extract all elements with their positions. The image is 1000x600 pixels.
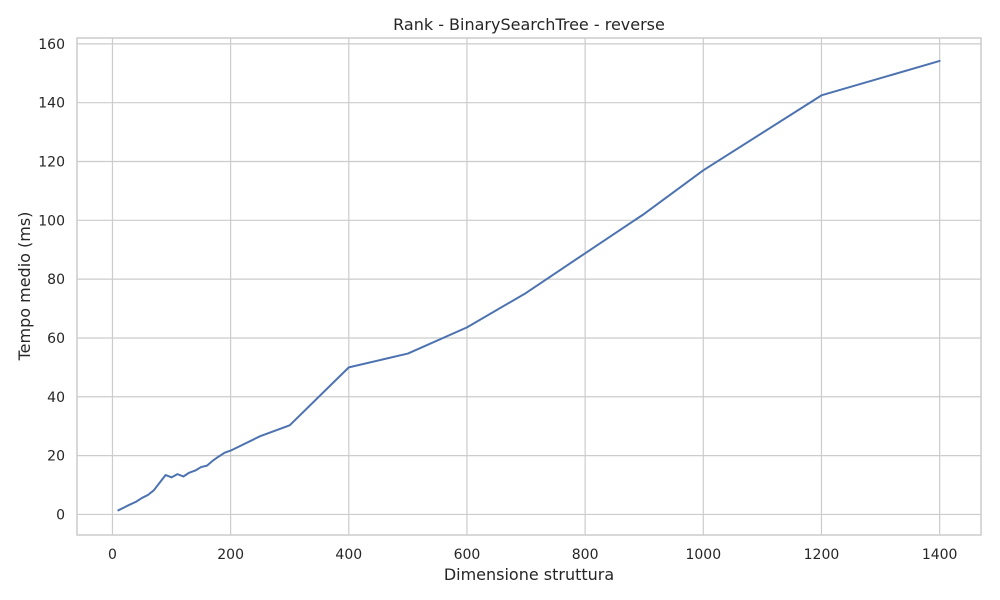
- y-tick-label: 120: [38, 155, 65, 171]
- y-tick-label: 20: [47, 449, 65, 465]
- series-layer: [117, 59, 941, 512]
- x-tick-label: 1400: [922, 547, 958, 563]
- x-axis-label: Dimensione struttura: [444, 565, 614, 584]
- x-tick-label: 1000: [685, 547, 721, 563]
- x-tick-label: 1200: [804, 547, 840, 563]
- chart-title: Rank - BinarySearchTree - reverse: [393, 15, 665, 34]
- x-tick-label: 200: [217, 547, 244, 563]
- y-tick-labels: 0 20 40 60 80 100 120 140 160: [38, 37, 65, 524]
- y-tick-label: 100: [38, 213, 65, 229]
- plot-frame: [76, 37, 982, 536]
- x-tick-label: 0: [108, 547, 117, 563]
- y-tick-label: 0: [56, 507, 65, 523]
- x-tick-label: 800: [572, 547, 599, 563]
- x-tick-labels: 0 200 400 600 800 1000 1200 1400: [108, 547, 957, 563]
- y-tick-label: 60: [47, 331, 65, 347]
- x-tick-label: 400: [335, 547, 362, 563]
- y-tick-label: 80: [47, 272, 65, 288]
- y-tick-label: 140: [38, 96, 65, 112]
- y-tick-label: 40: [47, 390, 65, 406]
- y-tick-label: 160: [38, 37, 65, 53]
- y-axis-label: Tempo medio (ms): [15, 212, 34, 362]
- x-tick-label: 600: [454, 547, 481, 563]
- grid-layer: [77, 38, 981, 535]
- series-line: [117, 59, 941, 512]
